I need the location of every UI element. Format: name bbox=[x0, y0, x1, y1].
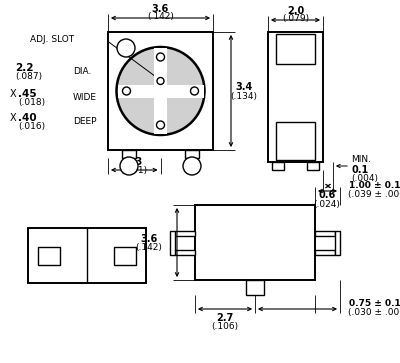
Text: WIDE: WIDE bbox=[73, 94, 97, 102]
Text: (.134): (.134) bbox=[230, 91, 258, 101]
Text: MIN.: MIN. bbox=[351, 155, 371, 164]
Bar bbox=[122, 150, 136, 158]
Text: X: X bbox=[10, 113, 17, 123]
Circle shape bbox=[156, 121, 164, 129]
Text: (.142): (.142) bbox=[147, 12, 174, 21]
Text: (.018): (.018) bbox=[18, 98, 45, 107]
Bar bbox=[175, 231, 195, 236]
Text: 2.3: 2.3 bbox=[126, 157, 143, 167]
Bar bbox=[315, 231, 335, 236]
Text: 2.7: 2.7 bbox=[216, 313, 234, 323]
Text: 3: 3 bbox=[126, 161, 132, 171]
Bar bbox=[246, 280, 264, 295]
Text: (.142): (.142) bbox=[136, 243, 162, 252]
Circle shape bbox=[156, 53, 164, 61]
Bar bbox=[307, 162, 319, 170]
Circle shape bbox=[117, 39, 135, 57]
Circle shape bbox=[116, 47, 204, 135]
Text: 3.6: 3.6 bbox=[140, 233, 158, 244]
Text: 3.6: 3.6 bbox=[152, 4, 169, 14]
Bar bbox=[38, 246, 60, 265]
Text: 1.00 ± 0.15: 1.00 ± 0.15 bbox=[349, 182, 400, 191]
Circle shape bbox=[190, 87, 198, 95]
Text: (.106): (.106) bbox=[212, 322, 238, 331]
Text: 2.2: 2.2 bbox=[15, 63, 34, 73]
Text: (.004): (.004) bbox=[351, 175, 378, 184]
Text: (.087): (.087) bbox=[15, 73, 42, 82]
Bar bbox=[114, 246, 136, 265]
Text: (.039 ± .006): (.039 ± .006) bbox=[348, 191, 400, 200]
Circle shape bbox=[157, 77, 164, 85]
Text: (.030 ± .006): (.030 ± .006) bbox=[348, 309, 400, 318]
Bar bbox=[276, 122, 315, 160]
Text: 0.6: 0.6 bbox=[318, 190, 336, 200]
Bar bbox=[195, 205, 315, 280]
Bar bbox=[315, 249, 335, 254]
Bar bbox=[276, 34, 315, 64]
Text: 1: 1 bbox=[188, 161, 196, 171]
Text: ADJ. SLOT: ADJ. SLOT bbox=[30, 36, 74, 45]
Bar bbox=[108, 32, 213, 150]
Text: (.091): (.091) bbox=[121, 167, 148, 175]
Text: .40: .40 bbox=[18, 113, 37, 123]
Bar bbox=[335, 231, 340, 254]
Bar bbox=[272, 162, 284, 170]
Bar bbox=[175, 249, 195, 254]
Text: .45: .45 bbox=[18, 89, 37, 99]
Text: (.024): (.024) bbox=[314, 200, 340, 208]
Circle shape bbox=[183, 157, 201, 175]
Text: 0.1: 0.1 bbox=[351, 165, 368, 175]
Text: (.016): (.016) bbox=[18, 122, 45, 131]
Text: DEEP: DEEP bbox=[73, 118, 96, 126]
Circle shape bbox=[122, 87, 130, 95]
Text: 2.0: 2.0 bbox=[287, 6, 304, 16]
Bar bbox=[154, 48, 167, 134]
Bar bbox=[118, 85, 204, 98]
Bar bbox=[28, 228, 146, 283]
Bar bbox=[170, 231, 175, 254]
Bar bbox=[185, 150, 199, 158]
Circle shape bbox=[120, 157, 138, 175]
Text: (.079): (.079) bbox=[282, 15, 309, 24]
Text: X: X bbox=[10, 89, 17, 99]
Text: 2: 2 bbox=[122, 43, 130, 53]
Bar bbox=[268, 32, 323, 162]
Text: 3.4: 3.4 bbox=[235, 82, 253, 92]
Text: 0.75 ± 0.15: 0.75 ± 0.15 bbox=[349, 299, 400, 309]
Text: DIA.: DIA. bbox=[73, 68, 91, 77]
